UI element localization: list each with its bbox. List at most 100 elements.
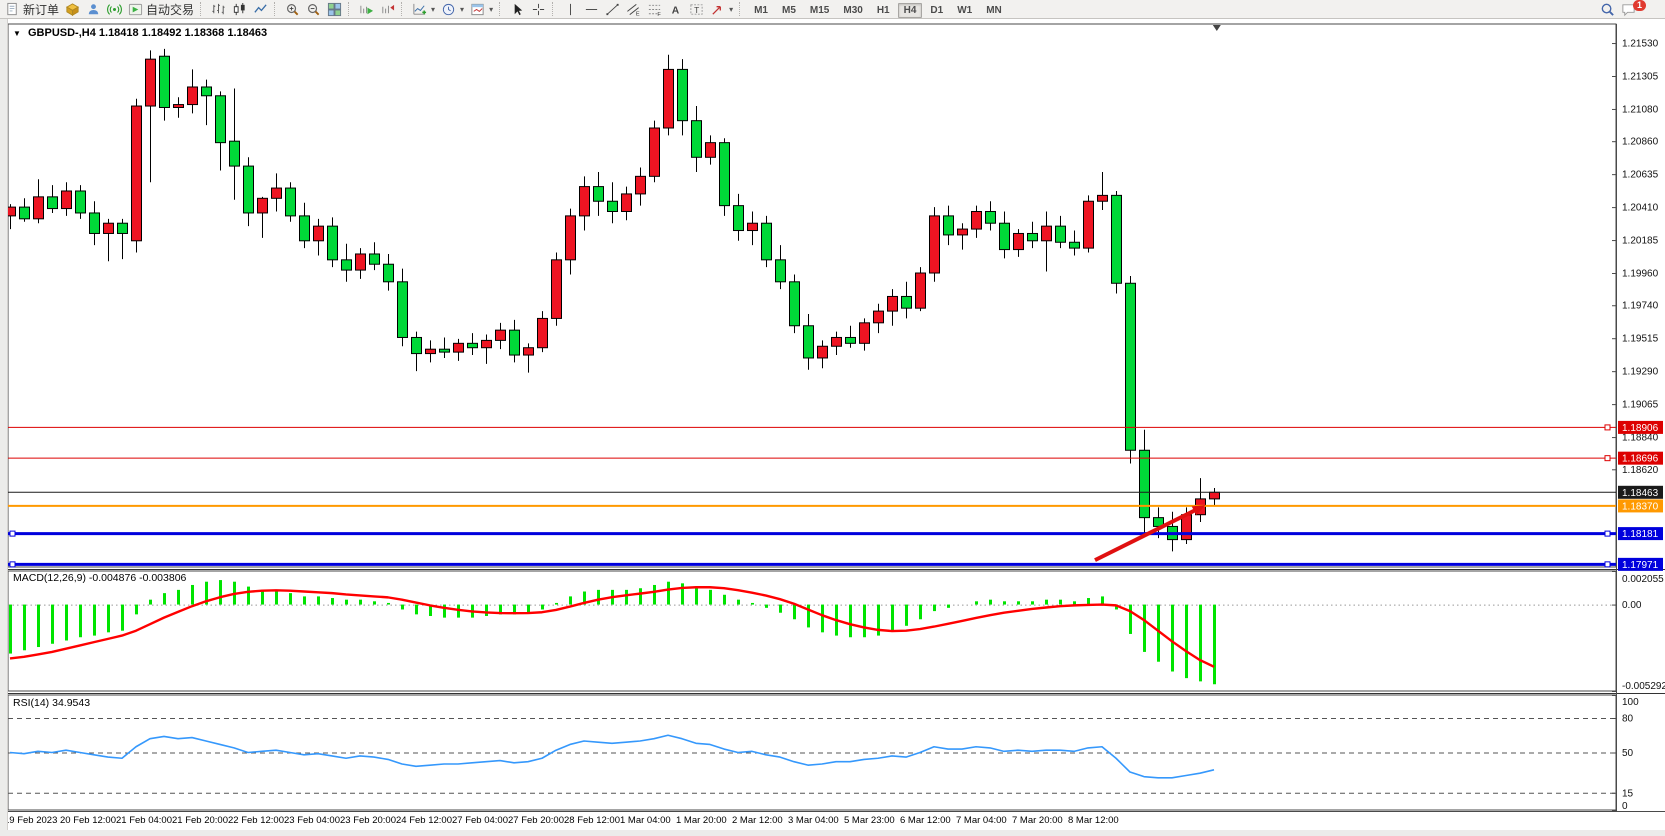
template-icon [471,3,484,15]
timeframe-button-m1[interactable]: M1 [754,5,768,16]
templates-button[interactable]: ▾ [467,1,496,18]
toolbar-separator [274,2,279,16]
timeframe-button-m30[interactable]: M30 [843,5,863,16]
trend-arrow[interactable] [1094,505,1206,562]
rsi-value: 34.9543 [52,697,91,709]
time-axis-labels: 19 Feb 2023 20 Feb 12:00 21 Feb 04:00 21 Fe… [4,815,1119,826]
community-icon [88,3,99,14]
timeframe-button-m15[interactable]: M15 [809,5,830,16]
crosshair-button[interactable] [528,1,549,18]
price-tag-1.18463 [1618,485,1663,499]
chart-symbol-period: GBPUSD-,H4 [27,27,96,39]
toolbar-separator [401,2,406,16]
trendline-icon [606,3,619,15]
horizontal-line-button[interactable] [581,1,602,18]
price-axis-labels: 1.21530 1.21305 1.21080 1.20860 1.20635 1.204… [1612,39,1659,476]
text-button[interactable]: A [665,1,686,18]
timeframe-button-h1[interactable]: H1 [876,5,890,16]
svg-text:1.21080: 1.21080 [1622,104,1659,115]
svg-text:0.00: 0.00 [1622,600,1642,611]
text-label-icon: T [690,3,703,14]
market-button[interactable] [62,1,83,18]
chart-shift-button[interactable] [377,1,398,18]
cursor-icon [514,3,523,15]
timeframe-button-m5[interactable]: M5 [782,5,796,16]
signals-icon [107,3,122,15]
chevron-down-icon: ▾ [431,4,436,14]
new-order-icon [7,2,17,15]
channel-button[interactable]: E [623,1,644,18]
one-click-trading-toggle[interactable]: ▼ [13,29,21,38]
new-order-label: 新订单 [23,2,60,17]
macd-indicator-label: MACD(12,26,9) -0.004876 -0.003806 [13,572,186,584]
svg-text:1.19290: 1.19290 [1622,367,1659,378]
fibonacci-icon: F [648,4,661,17]
notification-badge[interactable]: 1 [1632,0,1646,11]
horizontal-line-icon [585,8,598,10]
auto-scroll-button[interactable] [356,1,377,18]
timeframe-button-d1[interactable]: D1 [930,5,944,16]
svg-text:A: A [672,5,680,16]
market-cube-icon [65,2,80,16]
fibonacci-button[interactable]: F [644,1,665,18]
timeframe-button-w1[interactable]: W1 [957,5,973,16]
main-toolbar: 新订单 自动交易 ▾ ▾ [0,0,1665,19]
svg-text:21 Feb 04:00: 21 Feb 04:00 [116,815,172,826]
rsi-indicator-label: RSI(14) 34.9543 [13,697,90,709]
price-tag-1.18696 [1618,451,1663,465]
new-order-button[interactable]: 新订单 [2,1,62,18]
cursor-button[interactable] [507,1,528,18]
svg-text:1.17971: 1.17971 [1622,560,1659,571]
zoom-out-button[interactable] [303,1,324,18]
window-bottom-edge [0,830,1665,836]
chart-title: ▼ GBPUSD-,H4 1.18418 1.18492 1.18368 1.1… [13,27,267,39]
price-tag-1.18181 [1618,527,1663,541]
periods-button[interactable]: ▾ [438,1,467,18]
auto-trading-button[interactable]: 自动交易 [125,1,197,18]
svg-text:1.21305: 1.21305 [1622,72,1659,83]
macd-layer: 0.002055 0.00 -0.005292 [8,571,1665,692]
indicators-button[interactable]: ▾ [409,1,438,18]
zoom-in-icon [287,3,299,15]
chart-shift-marker[interactable] [1212,25,1221,31]
chevron-down-icon: ▾ [460,4,465,14]
svg-text:-0.005292: -0.005292 [1622,681,1665,692]
trendline-button[interactable] [602,1,623,18]
indicators-icon [413,3,427,15]
svg-text:1.18463: 1.18463 [1622,488,1659,499]
svg-text:0: 0 [1622,801,1628,812]
candlestick-chart-button[interactable] [229,1,250,18]
price-tag-1.18906 [1618,420,1663,434]
svg-text:21 Feb 20:00: 21 Feb 20:00 [172,815,228,826]
rsi-name: RSI(14) [13,697,50,709]
toolbar-right-group: 1 [1600,0,1663,17]
line-chart-icon [254,3,267,13]
toolbar-separator [739,2,744,16]
vertical-line-button[interactable] [560,1,581,18]
price-tag-1.18370 [1618,499,1663,513]
timeframe-button-mn[interactable]: MN [986,5,1002,16]
window-left-edge [0,19,8,836]
svg-text:15: 15 [1622,788,1634,799]
tile-windows-button[interactable] [324,1,345,18]
community-button[interactable] [83,1,104,18]
timeframe-group: M1 M5 M15 M30 H1 H4 D1 W1 MN [747,2,1009,18]
signals-button[interactable] [104,1,125,18]
arrows-button[interactable]: ▾ [707,1,736,18]
svg-text:T: T [694,4,699,14]
text-label-button[interactable]: T [686,1,707,18]
svg-text:1.19065: 1.19065 [1622,400,1659,411]
equidistant-channel-icon: E [627,3,640,17]
svg-text:6 Mar 12:00: 6 Mar 12:00 [900,815,951,826]
svg-text:20 Feb 12:00: 20 Feb 12:00 [60,815,116,826]
bar-chart-button[interactable] [208,1,229,18]
timeframe-button-h4[interactable]: H4 [897,3,923,18]
search-icon[interactable] [1600,2,1615,17]
toolbar-separator [348,2,353,16]
auto-scroll-icon [360,5,374,14]
zoom-in-button[interactable] [282,1,303,18]
vertical-line-icon [570,3,572,15]
line-chart-button[interactable] [250,1,271,18]
